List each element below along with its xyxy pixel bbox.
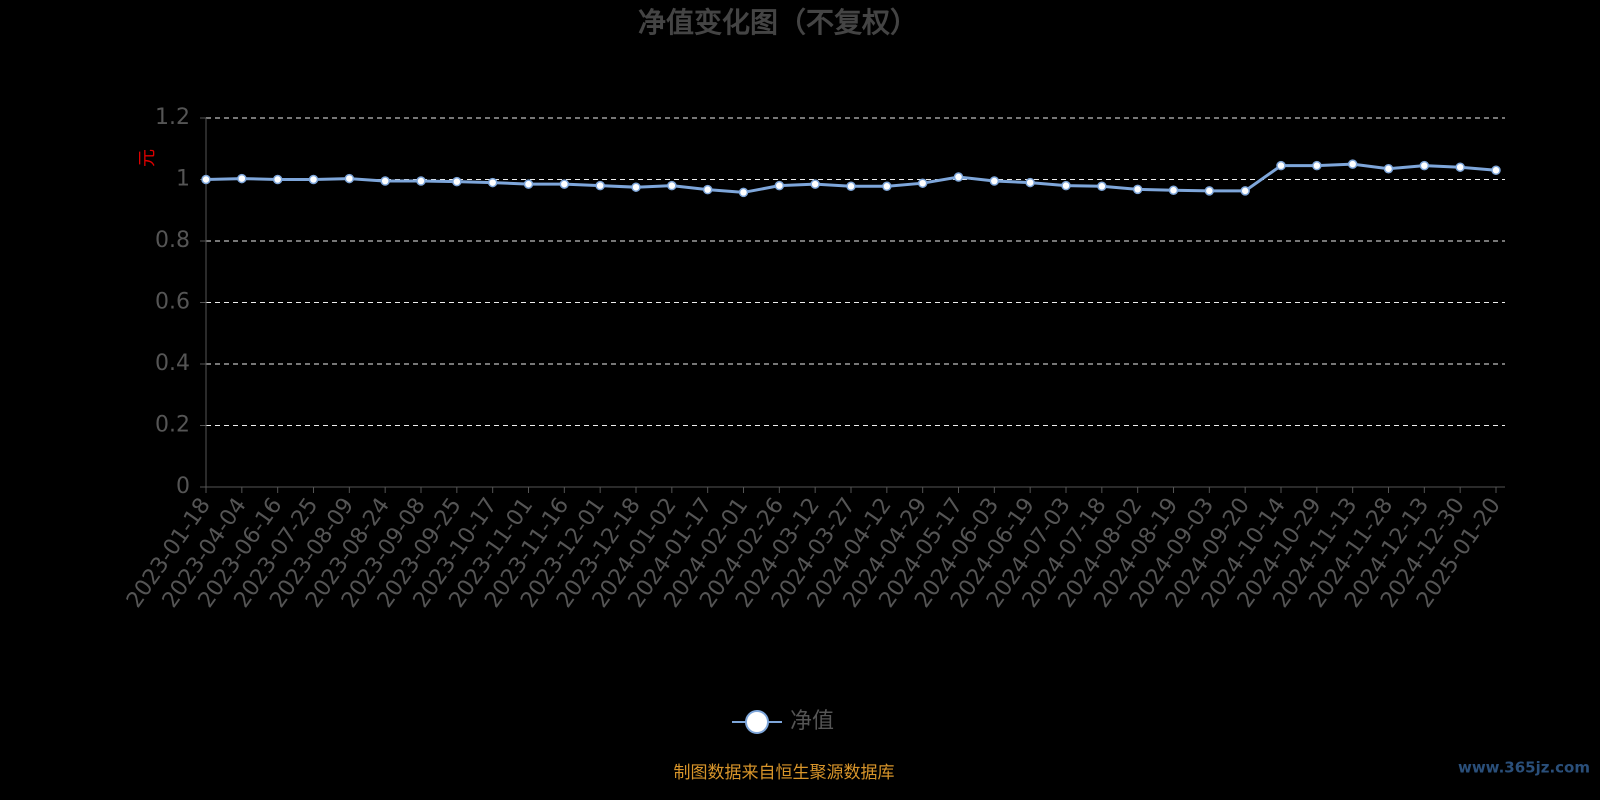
point [738, 187, 749, 198]
point [380, 176, 390, 186]
point [523, 179, 534, 189]
point [237, 173, 247, 184]
point [810, 179, 820, 189]
y-tick-label: 1 [176, 167, 190, 192]
y-tick-label: 0.6 [155, 290, 190, 315]
point [344, 173, 355, 184]
point [702, 184, 713, 195]
point [989, 176, 1000, 186]
point [1312, 160, 1322, 171]
point [1025, 177, 1035, 188]
point [774, 180, 785, 191]
point [953, 172, 964, 182]
legend-marker [745, 710, 769, 734]
point [1491, 165, 1501, 176]
point [1097, 181, 1107, 192]
footer: 制图数据来自恒生聚源数据库 [674, 763, 895, 783]
point [1168, 185, 1179, 196]
point [631, 182, 641, 192]
point [1204, 186, 1215, 196]
point [1276, 160, 1286, 171]
point [487, 177, 498, 188]
point [559, 179, 570, 189]
point [1419, 160, 1430, 171]
y-tick-label: 1.2 [155, 105, 190, 130]
y-tick-label: 0.2 [155, 413, 190, 438]
point [595, 180, 605, 191]
point [308, 174, 319, 185]
y-tick-label: 0.8 [155, 228, 190, 253]
y-tick-label: 0.4 [155, 351, 190, 376]
y-axis-label: 元 [137, 149, 158, 167]
point [917, 178, 928, 188]
point [667, 180, 677, 191]
point [1240, 186, 1250, 196]
legend-label: 净值 [790, 709, 834, 734]
point [1132, 184, 1143, 195]
point [1347, 159, 1358, 169]
point [1061, 180, 1071, 191]
point [452, 176, 462, 187]
watermark: www.365jz.com [1458, 759, 1590, 777]
point [272, 174, 283, 185]
point [1383, 163, 1394, 174]
point [882, 181, 892, 192]
y-tick-label: 0 [176, 474, 190, 499]
point [1455, 162, 1465, 172]
chart-title: 净值变化图（不复权） [638, 6, 918, 39]
point [201, 174, 211, 185]
point [846, 181, 856, 192]
point [416, 176, 426, 186]
